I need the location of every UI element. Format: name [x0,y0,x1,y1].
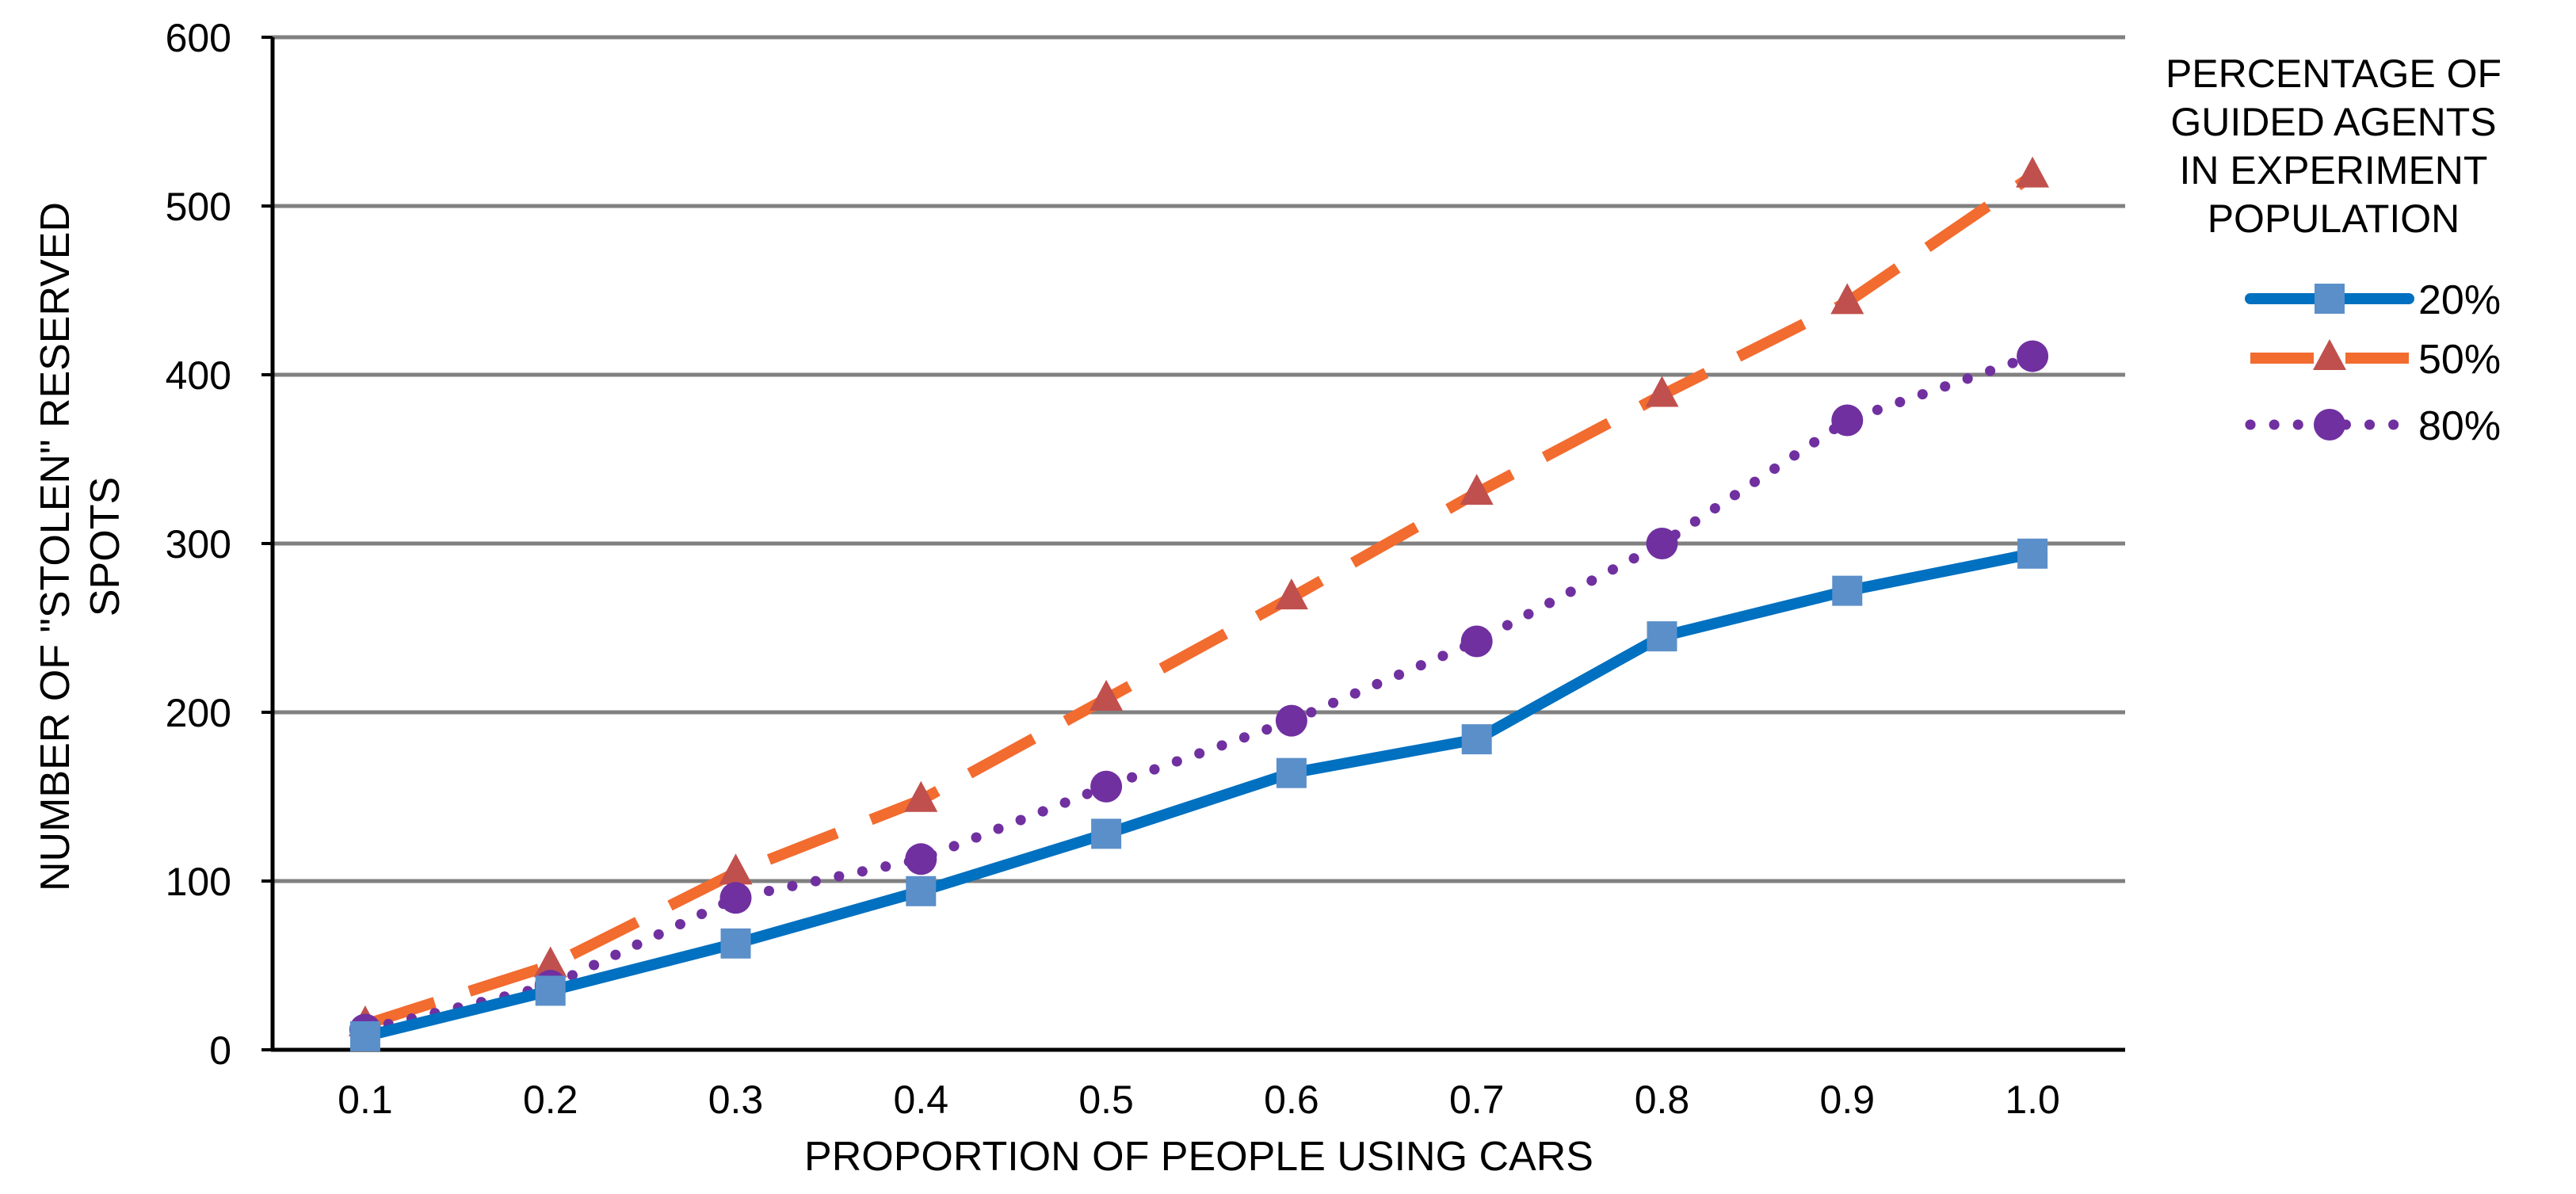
data-point-marker [1831,404,1864,437]
series-20pct [349,538,2048,1051]
y-axis-title-line-1: NUMBER OF "STOLEN" RESERVED [32,202,78,891]
data-point-marker [1274,578,1308,610]
data-point-marker [2017,340,2049,372]
data-point-marker [1461,724,1492,755]
x-tick-label: 0.3 [708,1078,764,1122]
x-tick-label: 0.6 [1264,1078,1319,1122]
legend-label: 20% [2418,277,2501,323]
data-point-marker [720,928,751,959]
y-axis-title: NUMBER OF "STOLEN" RESERVED SPOTS [32,202,128,891]
series-line [359,547,2039,1042]
x-axis-title: PROPORTION OF PEOPLE USING CARS [804,1134,1593,1180]
x-tick-label: 0.7 [1449,1078,1505,1122]
data-point-marker [1460,474,1494,505]
data-point-marker [904,780,938,812]
legend-title-line-2: GUIDED AGENTS [2170,100,2496,144]
data-point-marker [535,975,566,1006]
data-point-marker [1275,704,1307,737]
legend: PERCENTAGE OF GUIDED AGENTS IN EXPERIMEN… [2166,51,2502,449]
legend-title-line-1: PERCENTAGE OF [2166,51,2502,96]
y-tick-label: 500 [166,185,231,229]
data-point-marker [1460,625,1493,658]
data-point-marker [1830,283,1864,315]
data-point-marker [719,882,752,914]
legend-title-line-4: POPULATION [2208,196,2460,241]
series-layer [348,156,2050,1051]
data-point-marker [1090,770,1123,803]
x-tick-label: 1.0 [2005,1078,2060,1122]
axes [261,36,2125,1052]
y-tick-label: 300 [166,522,231,566]
legend-label: 50% [2418,337,2501,383]
x-tick-label: 0.9 [1820,1078,1876,1122]
series-50pct [348,156,2050,1037]
y-tick-label: 400 [166,353,231,398]
series-line [363,170,2036,1030]
x-tick-label: 0.8 [1635,1078,1690,1122]
legend-entry: 20% [2245,277,2501,323]
legend-entries: 20% 50% 80% [2245,277,2501,449]
data-point-marker [1090,679,1124,711]
series-line [360,351,2038,1035]
data-point-marker [1091,818,1122,849]
data-point-marker [349,1020,380,1051]
data-point-marker [719,853,753,885]
data-point-marker [905,843,937,875]
y-tick-label: 100 [166,860,231,904]
legend-title-line-3: IN EXPERIMENT [2180,148,2488,193]
data-point-marker [2017,538,2048,569]
data-point-marker [533,946,567,978]
legend-marker [2313,339,2346,370]
y-tick-label: 600 [166,16,231,60]
data-point-marker [1647,621,1677,652]
data-point-marker [1276,757,1307,788]
legend-label: 80% [2418,403,2501,449]
gridlines [273,35,2125,883]
data-point-marker [1645,376,1679,407]
data-point-marker [906,875,937,906]
x-tick-label: 0.2 [523,1078,578,1122]
legend-marker [2315,284,2345,314]
data-point-marker [1832,575,1863,606]
data-point-marker [2016,156,2050,188]
legend-entry: 50% [2250,337,2501,383]
x-tick-label: 0.4 [894,1078,949,1122]
legend-entry: 80% [2245,403,2501,449]
y-tick-label: 0 [209,1028,231,1073]
x-tick-label: 0.1 [338,1078,393,1122]
x-tick-label: 0.5 [1078,1078,1134,1122]
y-axis-title-line-2: SPOTS [82,477,128,616]
data-point-marker [1646,528,1678,559]
tick-labels: 0 100 200 300 400 500 600 0.1 0.2 0.3 0.4 0.5 0.6 0.7… [166,16,2060,1122]
legend-marker [2314,409,2345,441]
y-tick-label: 200 [166,691,231,735]
